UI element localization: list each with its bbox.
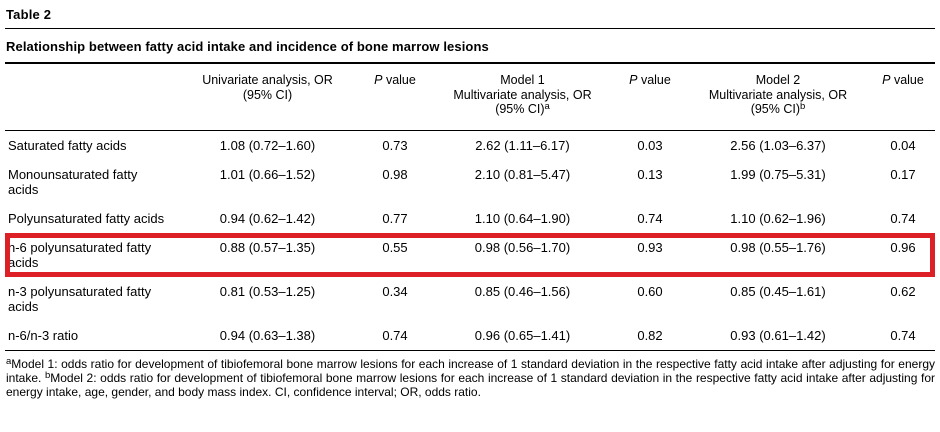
univariate-or-cell: 0.94 (0.62–1.42) (219, 210, 316, 226)
table-2-panel: Table 2 Relationship between fatty acid … (5, 6, 935, 400)
model2-header-line2: Multivariate analysis, OR (708, 87, 848, 102)
model2-header-line1: Model 2 (755, 73, 801, 87)
table-header: Univariate analysis, OR (95% CI) P value… (5, 64, 935, 131)
col-header-model1: Model 1 Multivariate analysis, OR (95% C… (430, 64, 615, 131)
model1-or-cell: 0.96 (0.65–1.41) (430, 320, 615, 351)
table-row-n6-pufa-highlighted: n-6 polyunsaturated fatty acids 0.88 (0.… (5, 232, 935, 277)
p-value-rest: value (382, 73, 416, 87)
model1-or-cell: 2.62 (1.11–6.17) (475, 137, 570, 153)
p-value-cell: 0.96 (890, 239, 916, 255)
univariate-or-cell: 0.81 (0.53–1.25) (219, 283, 316, 299)
row-label: Polyunsaturated fatty acids (5, 204, 175, 233)
univariate-or-cell: 1.01 (0.66–1.52) (219, 166, 316, 182)
p-value-cell: 0.74 (890, 210, 916, 226)
model2-or-cell: 1.10 (0.62–1.96) (730, 210, 826, 226)
footnote-model1-text: Model 1: odds ratio for development of t… (6, 356, 935, 385)
p-value-cell: 0.34 (382, 283, 408, 299)
p-value-italic: P (629, 73, 638, 87)
footnote-superscript-a: a (6, 355, 12, 367)
table-footnote: aModel 1: odds ratio for development of … (5, 351, 935, 400)
model2-or-cell: 0.93 (0.61–1.42) (685, 320, 871, 351)
row-label: n-6 polyunsaturated fatty acids (5, 233, 175, 277)
p-value-cell: 0.98 (382, 166, 408, 182)
model1-or-cell: 0.98 (0.56–1.70) (474, 239, 571, 255)
row-label: Saturated fatty acids (5, 130, 175, 160)
univariate-or-cell: 0.88 (0.57–1.35) (219, 239, 316, 255)
table-body: Saturated fatty acids 1.08 (0.72–1.60) 0… (5, 130, 935, 351)
model1-or-cell: 2.10 (0.81–5.47) (474, 166, 571, 182)
model2-or-cell: 0.85 (0.45–1.61) (730, 283, 826, 299)
row-label-text: n-6 polyunsaturated fatty acids (8, 239, 152, 270)
p-value-cell: 0.04 (890, 137, 916, 153)
p-value-italic: P (882, 73, 891, 87)
table-row-polyunsaturated: Polyunsaturated fatty acids 0.94 (0.62–1… (5, 204, 935, 233)
model2-or-cell: 0.98 (0.55–1.76) (730, 239, 826, 255)
univariate-header-line1: Univariate analysis, OR (202, 73, 333, 87)
model2-ci-text: (95% CI) (750, 102, 801, 116)
model2-superscript-b: b (800, 101, 806, 112)
univariate-or-cell: 0.94 (0.63–1.38) (175, 320, 360, 351)
model1-header-line1: Model 1 (500, 73, 545, 87)
univariate-header-line2: (95% CI) (242, 87, 293, 102)
p-value-cell: 0.77 (382, 210, 408, 226)
col-header-univariate: Univariate analysis, OR (95% CI) (175, 64, 360, 131)
p-value-cell: 0.60 (637, 283, 663, 299)
model2-or-cell: 1.99 (0.75–5.31) (730, 166, 826, 182)
univariate-or-cell: 1.08 (0.72–1.60) (219, 137, 316, 153)
col-header-pvalue-3: P value (871, 64, 935, 131)
p-value-italic: P (374, 73, 383, 87)
model1-superscript-a: a (544, 101, 550, 112)
table-row-n3-pufa: n-3 polyunsaturated fatty acids 0.81 (0.… (5, 277, 935, 321)
model1-header-line2: Multivariate analysis, OR (453, 87, 592, 102)
table-row-saturated: Saturated fatty acids 1.08 (0.72–1.60) 0… (5, 130, 935, 160)
model1-or-cell: 1.10 (0.64–1.90) (474, 210, 571, 226)
row-label-text: Saturated fatty acids (8, 137, 127, 153)
p-value-cell: 0.62 (890, 283, 916, 299)
p-value-cell: 0.74 (637, 210, 663, 226)
p-value-cell: 0.13 (637, 166, 663, 182)
p-value-cell: 0.73 (382, 137, 408, 153)
p-value-cell: 0.74 (871, 320, 935, 351)
p-value-cell: 0.17 (890, 166, 916, 182)
model1-ci-text: (95% CI) (495, 102, 545, 116)
p-value-cell: 0.03 (637, 137, 663, 153)
p-value-cell: 0.82 (615, 320, 685, 351)
row-label-text: Polyunsaturated fatty acids (8, 210, 165, 226)
col-header-pvalue-1: P value (360, 64, 430, 131)
model1-header-line3: (95% CI)a (432, 102, 613, 117)
p-value-cell: 0.55 (382, 239, 408, 255)
p-value-rest: value (637, 73, 671, 87)
row-label-text: Monounsaturated fatty acids (8, 166, 138, 197)
col-header-model2: Model 2 Multivariate analysis, OR (95% C… (685, 64, 871, 131)
col-header-pvalue-2: P value (615, 64, 685, 131)
table-number-label: Table 2 (5, 6, 935, 29)
table-row-monounsaturated: Monounsaturated fatty acids 1.01 (0.66–1… (5, 160, 935, 204)
footnote-superscript-b: b (44, 369, 51, 381)
row-label: n-6/n-3 ratio (5, 320, 175, 351)
p-value-cell: 0.74 (360, 320, 430, 351)
row-label-text: n-3 polyunsaturated fatty acids (8, 283, 152, 314)
results-table: Univariate analysis, OR (95% CI) P value… (5, 64, 935, 351)
row-label-text: n-6/n-3 ratio (8, 327, 79, 343)
col-header-rowlabel (5, 64, 175, 131)
table-row-n6-n3-ratio: n-6/n-3 ratio 0.94 (0.63–1.38) 0.74 0.96… (5, 320, 935, 351)
p-value-rest: value (890, 73, 924, 87)
p-value-cell: 0.93 (637, 239, 663, 255)
header-row: Univariate analysis, OR (95% CI) P value… (5, 64, 935, 131)
footnote-model2-text: Model 2: odds ratio for development of t… (6, 370, 935, 399)
model2-header-line3: (95% CI)b (687, 102, 869, 117)
model1-or-cell: 0.85 (0.46–1.56) (474, 283, 571, 299)
table-title: Relationship between fatty acid intake a… (5, 29, 935, 64)
model2-or-cell: 2.56 (1.03–6.37) (730, 137, 826, 153)
row-label: n-3 polyunsaturated fatty acids (5, 277, 175, 321)
row-label: Monounsaturated fatty acids (5, 160, 175, 204)
